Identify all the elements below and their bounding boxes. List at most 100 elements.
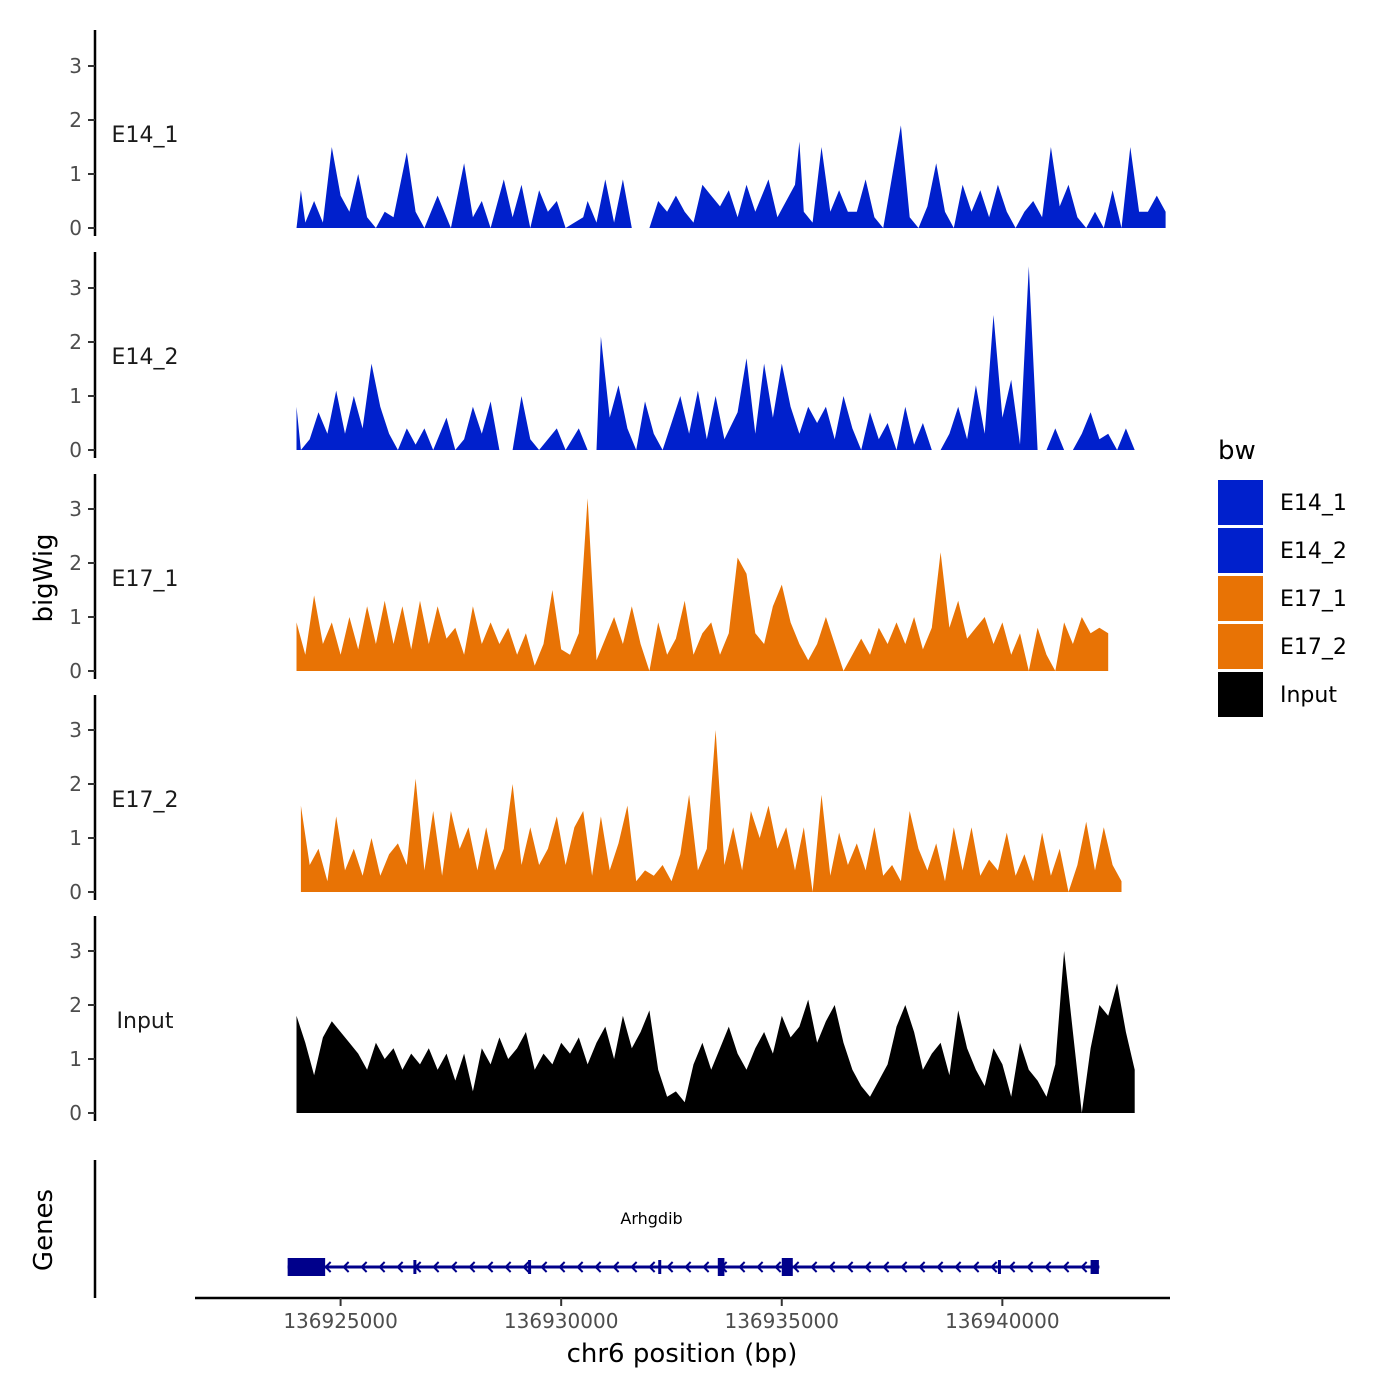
signal-area-e17-1	[296, 498, 1109, 671]
strand-arrow	[450, 1261, 458, 1273]
strand-arrow	[684, 1261, 692, 1273]
legend-title: bw	[1218, 436, 1256, 466]
legend-swatch-input	[1218, 672, 1263, 717]
track-label: Input	[117, 1009, 174, 1034]
x-axis: 136925000 136930000 136935000 136940000	[195, 1296, 1170, 1333]
strand-arrow	[540, 1261, 548, 1273]
y-tick-label: 1	[69, 162, 82, 186]
strand-arrow	[378, 1261, 386, 1273]
strand-arrow	[468, 1261, 476, 1273]
strand-arrow	[756, 1261, 764, 1273]
y-tick-label: 2	[69, 551, 82, 575]
track-e14-1: 0 1 2 3 E14_1	[69, 30, 1166, 240]
strand-arrow	[630, 1261, 638, 1273]
signal-area-input	[296, 951, 1135, 1113]
strand-arrow	[432, 1261, 440, 1273]
legend-swatch-e14-2	[1218, 528, 1263, 573]
y-tick-label: 0	[69, 880, 82, 904]
strand-arrow	[576, 1261, 584, 1273]
track-e14-2: 0 1 2 3 E14_2	[69, 252, 1135, 462]
y-tick-label: 3	[69, 276, 82, 300]
strand-arrow	[990, 1261, 998, 1273]
strand-arrow	[954, 1261, 962, 1273]
legend-label-e14-2: E14_2	[1280, 539, 1347, 564]
strand-arrow	[342, 1261, 350, 1273]
strand-arrow	[324, 1261, 332, 1273]
x-tick-label: 136935000	[724, 1309, 839, 1333]
y-tick-label: 1	[69, 826, 82, 850]
strand-arrow	[594, 1261, 602, 1273]
track-label: E14_2	[112, 345, 179, 370]
y-tick-label: 1	[69, 1047, 82, 1071]
strand-arrow	[702, 1261, 710, 1273]
strand-arrow	[666, 1261, 674, 1273]
gene-exon	[1093, 1260, 1097, 1274]
legend-swatch-e14-1	[1218, 480, 1263, 525]
gene-arhgdib: Arhgdib	[287, 1209, 1100, 1276]
strand-arrow	[882, 1261, 890, 1273]
strand-arrow	[900, 1261, 908, 1273]
y-tick-label: 2	[69, 330, 82, 354]
track-input: 0 1 2 3 Input	[69, 916, 1135, 1125]
y-tick-label: 0	[69, 1101, 82, 1125]
gene-exon	[997, 1260, 1001, 1274]
gene-exon	[1095, 1260, 1099, 1274]
x-tick-label: 136930000	[504, 1309, 619, 1333]
strand-arrow	[936, 1261, 944, 1273]
track-label: E17_2	[112, 788, 179, 813]
strand-arrow	[1080, 1261, 1088, 1273]
strand-arrow	[774, 1261, 782, 1273]
strand-arrow	[522, 1261, 530, 1273]
legend-label-e14-1: E14_1	[1280, 491, 1347, 516]
gene-exon	[287, 1258, 326, 1276]
x-axis-title: chr6 position (bp)	[567, 1339, 798, 1369]
signal-area-e14-1	[296, 125, 1166, 228]
legend-label-e17-2: E17_2	[1280, 635, 1347, 660]
x-tick-label: 136940000	[945, 1309, 1060, 1333]
gene-exon	[413, 1260, 417, 1274]
y-tick-label: 3	[69, 497, 82, 521]
x-tick-label: 136925000	[283, 1309, 398, 1333]
y-tick-label: 0	[69, 659, 82, 683]
legend-swatch-e17-2	[1218, 624, 1263, 669]
gene-exon	[781, 1258, 793, 1276]
y-tick-label: 1	[69, 384, 82, 408]
strand-arrow	[864, 1261, 872, 1273]
y-tick-label: 3	[69, 939, 82, 963]
strand-arrow	[396, 1261, 404, 1273]
signal-area-e14-2	[296, 266, 1135, 450]
y-tick-label: 2	[69, 993, 82, 1017]
gene-name-label: Arhgdib	[620, 1209, 682, 1228]
track-label: E14_1	[112, 123, 179, 148]
strand-arrow	[828, 1261, 836, 1273]
y-tick-label: 3	[69, 54, 82, 78]
strand-arrow	[810, 1261, 818, 1273]
strand-arrow	[738, 1261, 746, 1273]
strand-arrow	[1026, 1261, 1034, 1273]
strand-arrow	[1008, 1261, 1016, 1273]
genes-panel: Arhgdib	[93, 1160, 1100, 1298]
signal-tracks: 0 1 2 3 E14_1 0 1 2 3 E14_2 0 1 2 3 E17_1 0 1 2 3 E17_2 0 1 2 3…	[69, 30, 1166, 1125]
strand-arrow	[918, 1261, 926, 1273]
strand-arrow	[558, 1261, 566, 1273]
y-tick-label: 0	[69, 216, 82, 240]
strand-arrow	[972, 1261, 980, 1273]
gene-exon	[528, 1260, 532, 1274]
gene-exon	[717, 1258, 725, 1276]
y-tick-label: 2	[69, 772, 82, 796]
y-tick-label: 1	[69, 605, 82, 629]
strand-arrow	[792, 1261, 800, 1273]
strand-arrow	[648, 1261, 656, 1273]
strand-arrow	[486, 1261, 494, 1273]
track-e17-1: 0 1 2 3 E17_1	[69, 474, 1109, 683]
y-axis-title: bigWig	[29, 533, 59, 622]
legend-label-input: Input	[1280, 683, 1337, 708]
strand-arrow	[612, 1261, 620, 1273]
strand-arrow	[504, 1261, 512, 1273]
y-tick-label: 0	[69, 438, 82, 462]
y-tick-label: 2	[69, 108, 82, 132]
legend: bw E14_1 E14_2 E17_1 E17_2 Input	[1218, 436, 1347, 717]
legend-label-e17-1: E17_1	[1280, 587, 1347, 612]
strand-arrow	[846, 1261, 854, 1273]
